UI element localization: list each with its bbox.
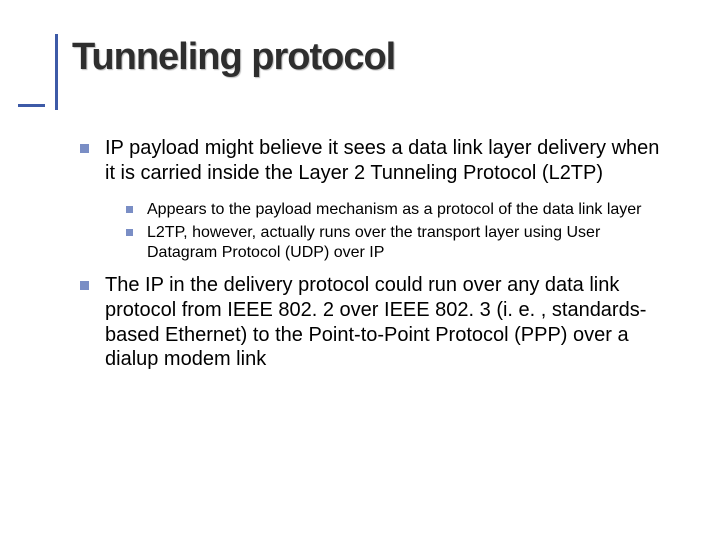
sub-list-wrap: Appears to the payload mechanism as a pr…: [80, 200, 670, 263]
slide: Tunneling protocol IP payload might beli…: [0, 0, 720, 540]
bullet-list-level1: The IP in the delivery protocol could ru…: [80, 273, 670, 372]
square-bullet-icon: [126, 229, 133, 236]
square-bullet-icon: [126, 206, 133, 213]
bullet-list-level1: IP payload might believe it sees a data …: [80, 136, 670, 186]
accent-line-horizontal: [18, 104, 45, 107]
square-bullet-icon: [80, 281, 89, 290]
list-item: IP payload might believe it sees a data …: [80, 136, 670, 186]
list-item-text: Appears to the payload mechanism as a pr…: [147, 200, 670, 220]
list-item: The IP in the delivery protocol could ru…: [80, 273, 670, 372]
square-bullet-icon: [80, 144, 89, 153]
list-item: L2TP, however, actually runs over the tr…: [126, 223, 670, 263]
list-item-text: The IP in the delivery protocol could ru…: [105, 273, 670, 372]
bullet-list-level2: Appears to the payload mechanism as a pr…: [126, 200, 670, 263]
list-item-text: L2TP, however, actually runs over the tr…: [147, 223, 670, 263]
list-item: Appears to the payload mechanism as a pr…: [126, 200, 670, 220]
slide-title: Tunneling protocol: [72, 36, 395, 79]
accent-line-vertical: [55, 34, 58, 110]
slide-content: IP payload might believe it sees a data …: [80, 136, 670, 386]
list-item-text: IP payload might believe it sees a data …: [105, 136, 670, 186]
